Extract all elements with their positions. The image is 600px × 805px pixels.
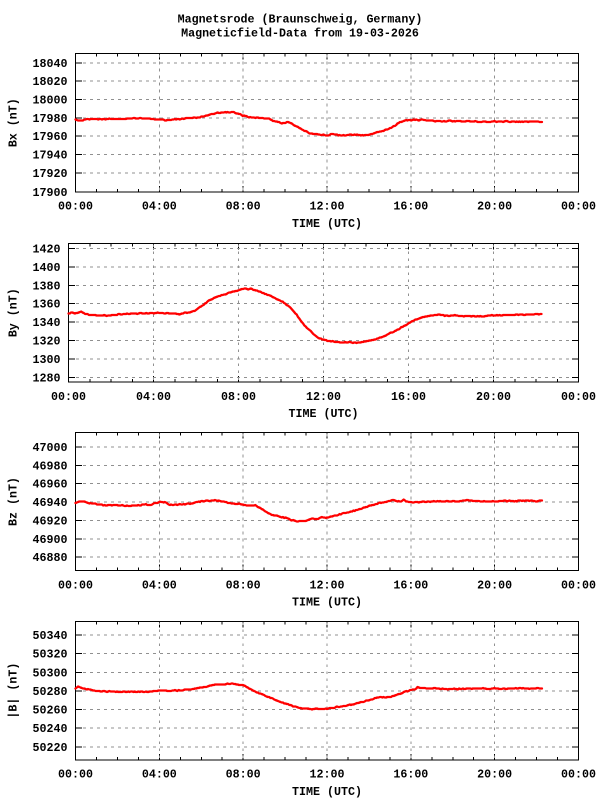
- svg-text:20:00: 20:00: [477, 768, 512, 782]
- svg-text:46980: 46980: [33, 459, 68, 473]
- svg-text:Magnetsrode (Braunschweig, Ger: Magnetsrode (Braunschweig, Germany): [178, 13, 423, 27]
- svg-text:04:00: 04:00: [136, 390, 171, 404]
- svg-text:12:00: 12:00: [310, 578, 345, 592]
- svg-text:TIME (UTC): TIME (UTC): [292, 596, 362, 610]
- svg-text:50220: 50220: [33, 741, 68, 755]
- svg-text:16:00: 16:00: [393, 200, 428, 214]
- svg-text:08:00: 08:00: [226, 578, 261, 592]
- svg-text:46880: 46880: [33, 551, 68, 565]
- svg-text:00:00: 00:00: [58, 578, 93, 592]
- svg-text:04:00: 04:00: [142, 200, 177, 214]
- svg-text:17980: 17980: [33, 112, 68, 126]
- svg-text:TIME (UTC): TIME (UTC): [292, 785, 362, 799]
- svg-text:50260: 50260: [33, 704, 68, 718]
- svg-text:46960: 46960: [33, 478, 68, 492]
- svg-text:12:00: 12:00: [310, 768, 345, 782]
- svg-text:18020: 18020: [33, 75, 68, 89]
- svg-text:50300: 50300: [33, 666, 68, 680]
- svg-text:18000: 18000: [33, 94, 68, 108]
- svg-text:1400: 1400: [33, 261, 61, 275]
- svg-text:50240: 50240: [33, 722, 68, 736]
- svg-text:12:00: 12:00: [306, 390, 341, 404]
- svg-text:TIME (UTC): TIME (UTC): [289, 407, 359, 421]
- svg-text:00:00: 00:00: [561, 200, 596, 214]
- svg-text:50340: 50340: [33, 629, 68, 643]
- svg-text:17940: 17940: [33, 149, 68, 163]
- svg-text:00:00: 00:00: [561, 768, 596, 782]
- svg-text:TIME (UTC): TIME (UTC): [292, 217, 362, 231]
- svg-text:20:00: 20:00: [477, 578, 512, 592]
- svg-text:00:00: 00:00: [58, 200, 93, 214]
- svg-text:1300: 1300: [33, 353, 61, 367]
- svg-text:By (nT): By (nT): [7, 288, 21, 337]
- svg-text:1340: 1340: [33, 316, 61, 330]
- svg-text:16:00: 16:00: [393, 578, 428, 592]
- svg-text:00:00: 00:00: [51, 390, 86, 404]
- svg-text:50280: 50280: [33, 685, 68, 699]
- svg-text:20:00: 20:00: [476, 390, 511, 404]
- svg-text:18040: 18040: [33, 57, 68, 71]
- svg-text:1280: 1280: [33, 371, 61, 385]
- svg-text:17960: 17960: [33, 130, 68, 144]
- svg-text:17900: 17900: [33, 186, 68, 200]
- svg-text:00:00: 00:00: [58, 768, 93, 782]
- svg-text:Magneticfield-Data from 19-03-: Magneticfield-Data from 19-03-2026: [181, 27, 419, 41]
- svg-text:08:00: 08:00: [226, 200, 261, 214]
- svg-text:16:00: 16:00: [393, 768, 428, 782]
- svg-text:46900: 46900: [33, 533, 68, 547]
- svg-text:47000: 47000: [33, 441, 68, 455]
- svg-text:17920: 17920: [33, 167, 68, 181]
- svg-text:1360: 1360: [33, 298, 61, 312]
- svg-text:12:00: 12:00: [310, 200, 345, 214]
- svg-text:46940: 46940: [33, 496, 68, 510]
- svg-text:Bz (nT): Bz (nT): [7, 477, 21, 526]
- svg-text:50320: 50320: [33, 648, 68, 662]
- svg-text:1420: 1420: [33, 242, 61, 256]
- svg-text:1320: 1320: [33, 335, 61, 349]
- svg-text:20:00: 20:00: [477, 200, 512, 214]
- svg-text:16:00: 16:00: [391, 390, 426, 404]
- svg-text:08:00: 08:00: [226, 768, 261, 782]
- svg-text:08:00: 08:00: [221, 390, 256, 404]
- svg-text:46920: 46920: [33, 514, 68, 528]
- svg-text:|B| (nT): |B| (nT): [7, 663, 21, 719]
- svg-text:00:00: 00:00: [561, 390, 596, 404]
- svg-text:00:00: 00:00: [561, 578, 596, 592]
- svg-text:04:00: 04:00: [142, 578, 177, 592]
- svg-text:04:00: 04:00: [142, 768, 177, 782]
- svg-text:1380: 1380: [33, 279, 61, 293]
- svg-text:Bx (nT): Bx (nT): [7, 98, 21, 147]
